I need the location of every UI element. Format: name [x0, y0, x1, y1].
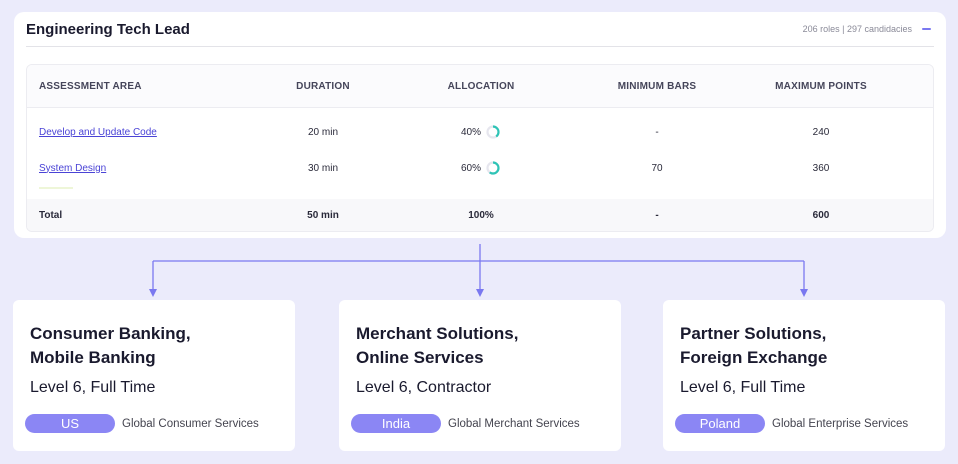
minimum-bars-cell: - [655, 126, 659, 138]
organization-label: Global Consumer Services [122, 417, 259, 430]
department-tags: Poland Global Enterprise Services [675, 414, 908, 433]
minimum-bars-cell: 70 [651, 162, 663, 174]
duration-cell: 30 min [307, 162, 338, 174]
collapse-icon[interactable] [922, 28, 931, 30]
allocation-cell: 60% [423, 150, 539, 186]
department-name-line1: Partner Solutions, [680, 324, 827, 343]
department-name-line2: Online Services [356, 348, 484, 367]
assessment-area-link[interactable]: System Design [39, 162, 107, 174]
organization-label: Global Merchant Services [448, 417, 580, 430]
table-row: Develop and Update Code 20 min 40% - 240 [27, 114, 933, 150]
table-row: System Design 30 min 60% 70 360 [27, 150, 933, 186]
role-summary: 206 roles | 297 candidacies [802, 24, 912, 34]
header-maximum-points: MAXIMUM POINTS [775, 80, 867, 92]
department-level: Level 6, Contractor [356, 379, 492, 396]
role-card-header: Engineering Tech Lead 206 roles | 297 ca… [26, 12, 934, 47]
maximum-points-cell: 360 [812, 162, 830, 174]
header-duration: DURATION [296, 80, 350, 92]
department-card-partner-solutions: Partner Solutions, Foreign Exchange Leve… [663, 300, 945, 451]
department-name-line1: Consumer Banking, [30, 324, 191, 343]
total-maximum-points: 600 [812, 210, 830, 221]
department-name-line2: Foreign Exchange [680, 348, 828, 367]
department-name: Merchant Solutions, Online Services [356, 322, 606, 370]
total-duration: 50 min [307, 210, 339, 221]
decorative-underline [39, 187, 73, 189]
hierarchy-connector [149, 244, 808, 297]
department-card-consumer-banking: Consumer Banking, Mobile Banking Level 6… [13, 300, 295, 451]
country-badge: Poland [675, 414, 765, 433]
assessment-table: ASSESSMENT AREA DURATION ALLOCATION MINI… [26, 64, 934, 232]
duration-cell: 20 min [307, 126, 338, 138]
allocation-value: 40% [460, 126, 481, 138]
country-badge: US [25, 414, 115, 433]
role-card: Engineering Tech Lead 206 roles | 297 ca… [14, 12, 946, 238]
department-name: Partner Solutions, Foreign Exchange [680, 322, 930, 370]
header-minimum-bars: MINIMUM BARS [617, 80, 697, 92]
allocation-cell: 40% [423, 114, 539, 150]
department-name-line1: Merchant Solutions, [356, 324, 519, 343]
department-name: Consumer Banking, Mobile Banking [30, 322, 280, 370]
department-tags: India Global Merchant Services [351, 414, 580, 433]
table-total-row: Total 50 min 100% - 600 [27, 199, 933, 231]
department-tags: US Global Consumer Services [25, 414, 259, 433]
department-level: Level 6, Full Time [680, 379, 806, 396]
allocation-value: 60% [460, 162, 481, 174]
department-card-merchant-solutions: Merchant Solutions, Online Services Leve… [339, 300, 621, 451]
department-level: Level 6, Full Time [30, 379, 156, 396]
assessment-area-link[interactable]: Develop and Update Code [39, 126, 157, 138]
total-minimum-bars: - [655, 210, 659, 221]
maximum-points-cell: 240 [812, 126, 830, 138]
country-badge: India [351, 414, 441, 433]
header-assessment-area: ASSESSMENT AREA [39, 80, 142, 92]
assessment-area-cell: Develop and Update Code [39, 114, 157, 150]
organization-label: Global Enterprise Services [772, 417, 909, 430]
role-meta: 206 roles | 297 candidacies [803, 24, 934, 34]
role-title: Engineering Tech Lead [26, 20, 190, 38]
assessment-area-cell: System Design [39, 150, 106, 186]
total-label: Total [39, 210, 63, 221]
header-allocation: ALLOCATION [447, 80, 515, 92]
allocation-ring-icon [486, 125, 500, 139]
allocation-ring-icon [486, 161, 500, 175]
total-allocation: 100% [468, 210, 494, 221]
department-name-line2: Mobile Banking [30, 348, 156, 367]
table-header-row: ASSESSMENT AREA DURATION ALLOCATION MINI… [27, 65, 933, 108]
